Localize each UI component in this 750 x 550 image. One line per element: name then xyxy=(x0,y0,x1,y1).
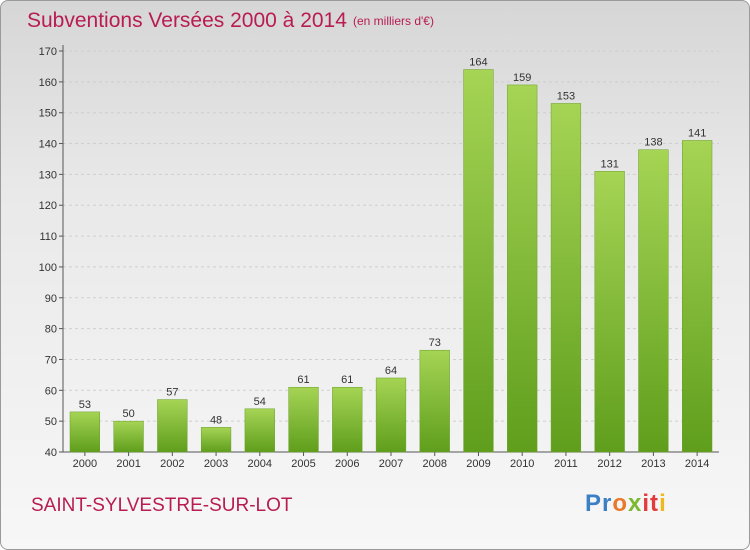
x-tick-label: 2002 xyxy=(160,458,184,470)
logo-part: o xyxy=(612,490,629,517)
value-labels: 53 50 57 48 54 61 61 64 73 164 159 153 131 138 141 xyxy=(79,57,707,427)
bar xyxy=(463,69,494,453)
x-tick-label: 2004 xyxy=(248,458,272,470)
bar xyxy=(638,149,669,453)
bar-value-label: 54 xyxy=(254,396,266,408)
bar xyxy=(113,420,144,453)
x-tick-label: 2006 xyxy=(335,458,359,470)
bar xyxy=(594,171,625,453)
logo-part: i xyxy=(659,490,667,517)
y-tick-label: 170 xyxy=(39,46,57,58)
x-tick-labels: 2000 2001 2002 2003 2004 2005 2006 2007 2008 2009… xyxy=(73,458,710,470)
x-tick-label: 2013 xyxy=(641,458,665,470)
y-tick-label: 110 xyxy=(39,231,57,243)
x-tick-label: 2007 xyxy=(379,458,403,470)
bar-value-label: 57 xyxy=(166,387,178,399)
bar-value-label: 61 xyxy=(297,374,309,386)
chart-title: Subventions Versées 2000 à 2014 xyxy=(27,9,347,32)
bar xyxy=(157,399,188,453)
bar xyxy=(550,103,582,453)
y-tick-label: 100 xyxy=(39,262,57,274)
y-tick-label: 160 xyxy=(39,77,57,89)
y-tick-label: 60 xyxy=(45,385,57,397)
x-tick-label: 2003 xyxy=(204,458,228,470)
y-tick-label: 90 xyxy=(45,293,57,305)
bar xyxy=(288,386,319,453)
y-tick-label: 140 xyxy=(39,139,57,151)
x-tick-label: 2014 xyxy=(685,458,709,470)
bar-value-label: 159 xyxy=(513,72,531,84)
bar-value-label: 64 xyxy=(385,365,397,377)
x-tick-label: 2011 xyxy=(554,458,578,470)
x-tick-label: 2009 xyxy=(466,458,490,470)
bar xyxy=(375,377,407,453)
bar-value-label: 53 xyxy=(79,399,91,411)
commune-name: SAINT-SYLVESTRE-SUR-LOT xyxy=(31,495,293,516)
bar xyxy=(419,349,450,453)
y-tick-label: 150 xyxy=(39,108,57,120)
x-tick-label: 2000 xyxy=(73,458,97,470)
bar xyxy=(69,411,100,453)
logo-part: it xyxy=(642,490,660,517)
y-tick-labels: 40 50 60 70 80 90 100 110 120 130 140 150 160 170 xyxy=(39,46,57,459)
y-tick-label: 120 xyxy=(39,200,57,212)
y-tick-label: 80 xyxy=(45,324,57,336)
bar-value-label: 153 xyxy=(557,90,575,102)
x-tick-label: 2012 xyxy=(597,458,621,470)
y-tick-label: 40 xyxy=(45,447,57,459)
y-tick-label: 130 xyxy=(39,169,57,181)
bar-value-label: 61 xyxy=(341,374,353,386)
y-tick-label: 50 xyxy=(45,416,57,428)
bar-value-label: 141 xyxy=(688,127,706,139)
x-tick-label: 2010 xyxy=(510,458,534,470)
chart-subtitle: (en milliers d'€) xyxy=(353,14,434,28)
bar xyxy=(332,386,363,453)
y-tick-label: 70 xyxy=(45,354,57,366)
bar xyxy=(244,408,275,453)
x-tick-label: 2001 xyxy=(116,458,140,470)
bar xyxy=(507,84,538,453)
x-tick-label: 2005 xyxy=(291,458,315,470)
bar-value-label: 164 xyxy=(469,57,487,69)
logo-part: x xyxy=(628,490,643,517)
bar-value-label: 73 xyxy=(429,337,441,349)
bar xyxy=(682,140,713,453)
bar-value-label: 50 xyxy=(122,408,134,420)
bar xyxy=(200,427,232,453)
logo-part: Pr xyxy=(585,490,613,517)
bar-value-label: 48 xyxy=(210,414,222,426)
proxiti-logo[interactable]: Proxiti xyxy=(585,490,667,518)
bars xyxy=(69,69,713,453)
x-tick-label: 2008 xyxy=(422,458,446,470)
bar-value-label: 131 xyxy=(600,158,618,170)
bar-value-label: 138 xyxy=(644,137,662,149)
